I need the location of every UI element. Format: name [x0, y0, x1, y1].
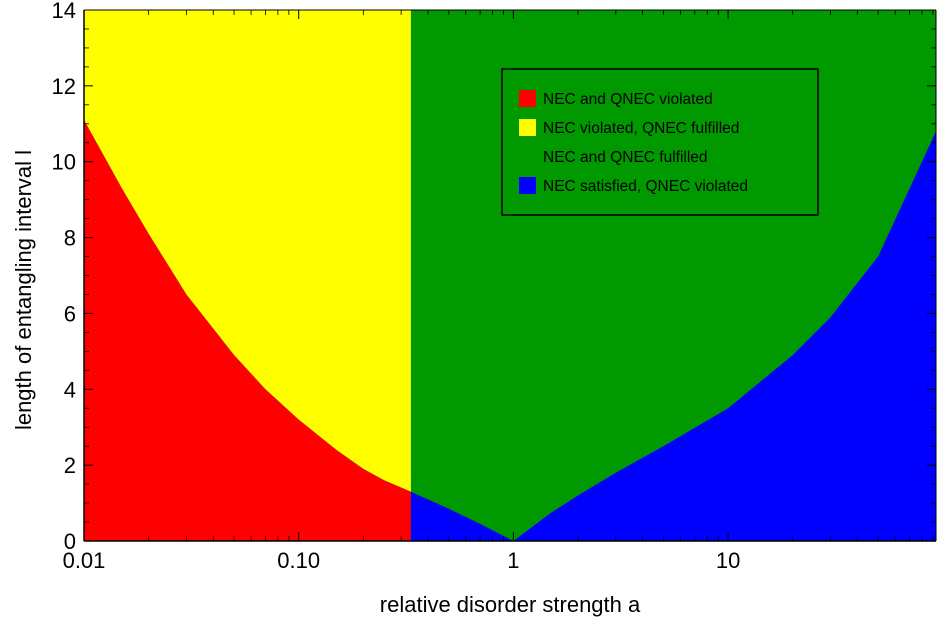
- region-nec-satisfied-qnec-violated: [410, 131, 936, 541]
- region-nec-violated-qnec-fulfilled: [84, 10, 411, 492]
- y-tick-label: 14: [52, 0, 76, 23]
- legend-swatch: [519, 90, 536, 107]
- legend-swatch: [519, 177, 536, 194]
- x-axis-label: relative disorder strength a: [380, 592, 641, 617]
- region-nec-qnec-violated: [84, 120, 411, 541]
- y-tick-label: 8: [64, 226, 76, 251]
- y-axis-label: length of entangling interval l: [11, 150, 36, 430]
- y-tick-label: 6: [64, 301, 76, 326]
- legend-swatch: [519, 119, 536, 136]
- regions-layer: [84, 10, 936, 541]
- legend-label: NEC violated, QNEC fulfilled: [543, 120, 739, 137]
- legend-label: NEC satisfied, QNEC violated: [543, 178, 748, 195]
- legend-label: NEC and QNEC violated: [543, 91, 713, 108]
- x-tick-label: 0.10: [277, 548, 320, 573]
- y-tick-label: 12: [52, 74, 76, 99]
- x-tick-label: 0.01: [63, 548, 106, 573]
- legend-frame: [501, 68, 819, 216]
- x-tick-label: 1: [507, 548, 519, 573]
- y-tick-label: 4: [64, 377, 76, 402]
- legend: NEC and QNEC violated NEC violated, QNEC …: [501, 68, 819, 216]
- x-tick-label: 10: [716, 548, 740, 573]
- y-tick-label: 10: [52, 150, 76, 175]
- legend-swatch: [519, 148, 536, 165]
- y-tick-label: 2: [64, 453, 76, 478]
- legend-label: NEC and QNEC fulfilled: [543, 149, 708, 166]
- ticks-layer: 0.01 0.10 1 10 0 2 4 6 8 10 12 14: [52, 0, 936, 573]
- y-tick-label: 0: [64, 529, 76, 554]
